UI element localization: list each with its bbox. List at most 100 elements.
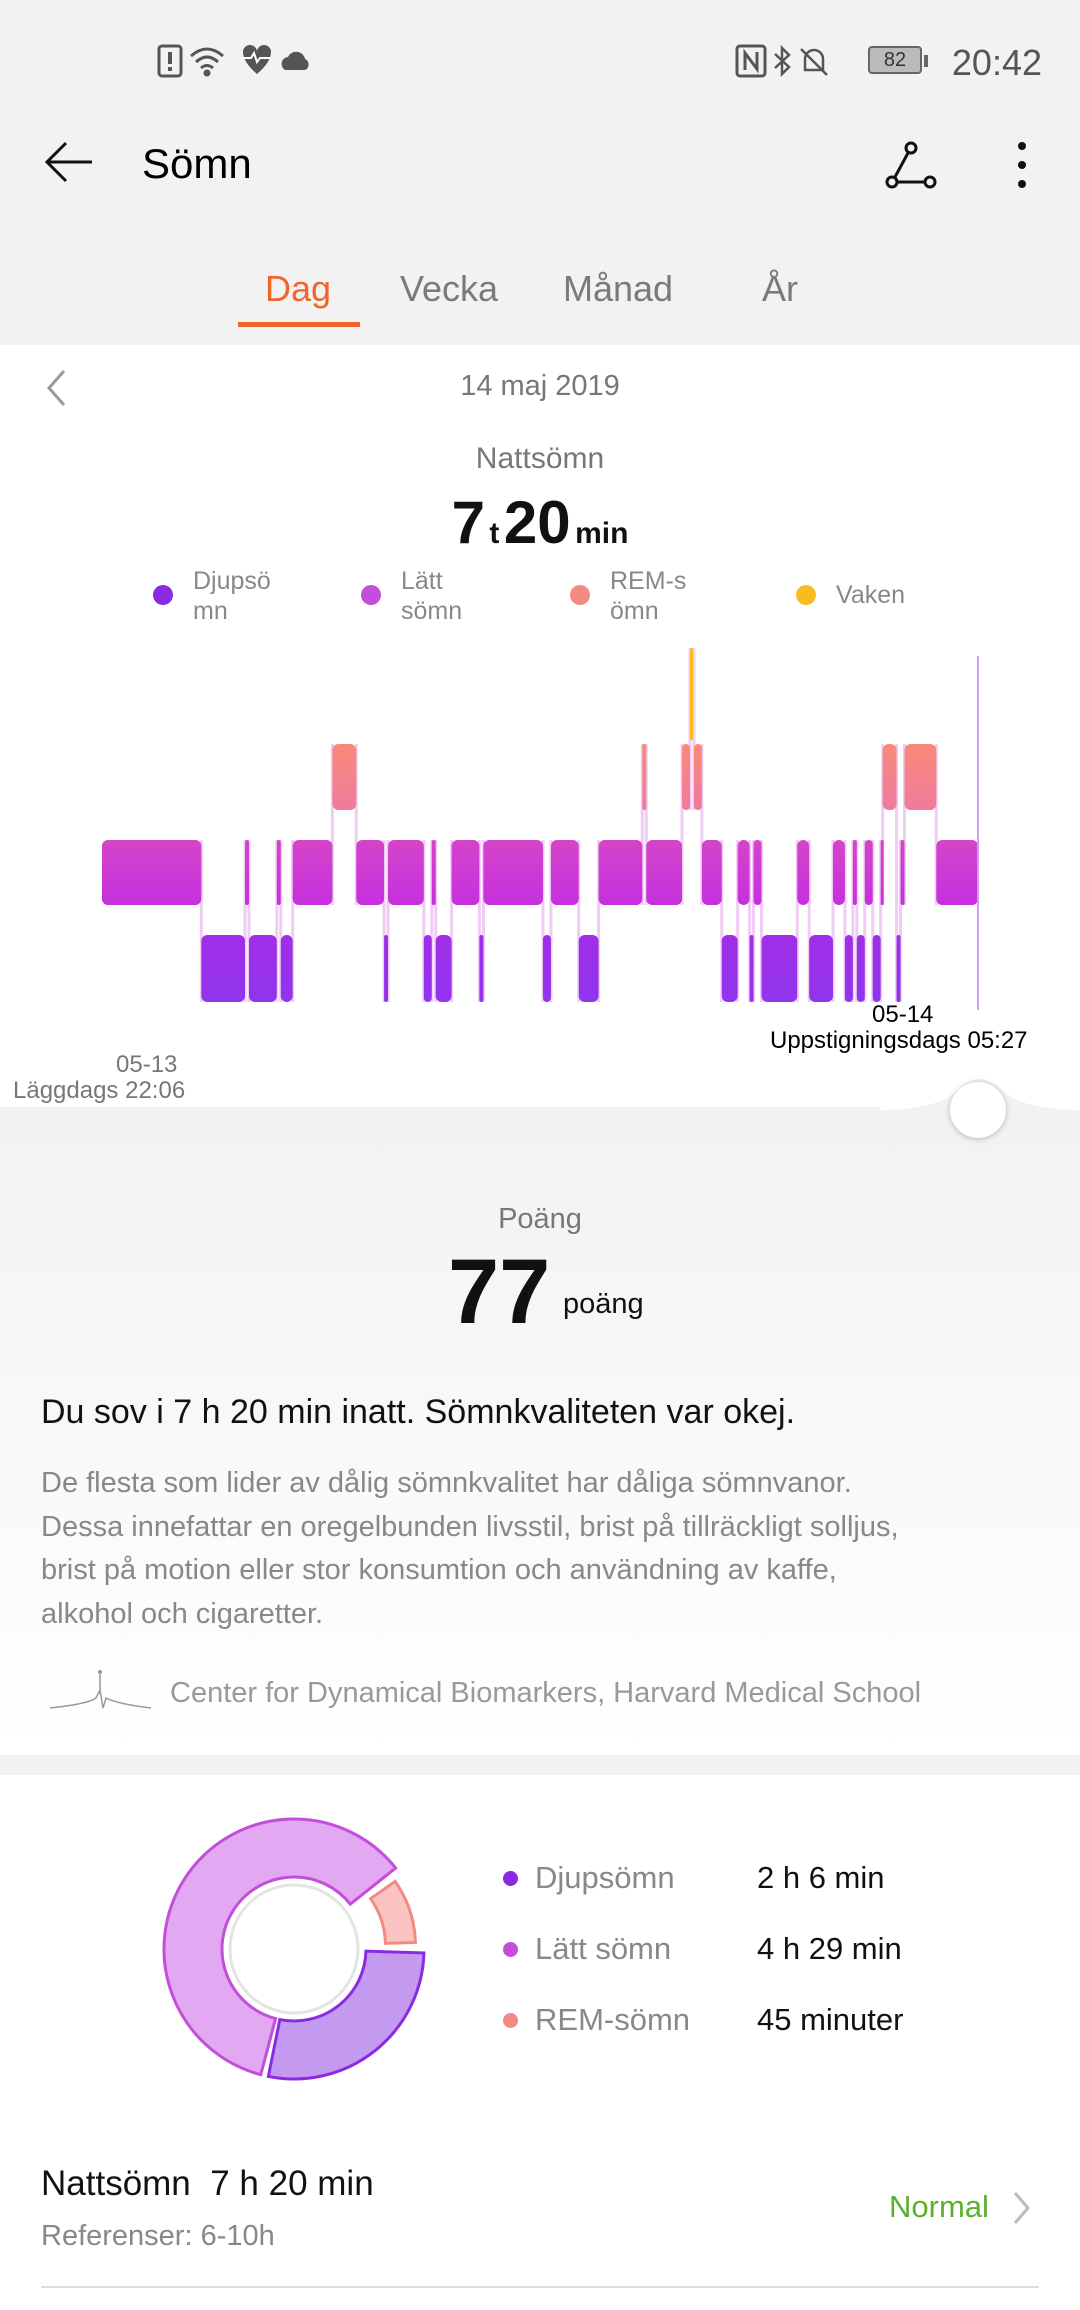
dot-rem xyxy=(503,2013,518,2028)
score-value: 77 xyxy=(448,1241,551,1343)
stage-transition xyxy=(430,840,434,1002)
score-section xyxy=(0,1110,1080,1755)
sleep-segment-light xyxy=(245,840,249,905)
stage-transition xyxy=(354,744,358,905)
nfc-icon xyxy=(735,44,767,78)
reference-range: Referenser: 6-10h xyxy=(41,2220,275,2252)
status-normal: Normal xyxy=(889,2189,989,2224)
sleep-segment-light xyxy=(646,840,683,905)
stage-transition xyxy=(644,744,648,905)
source-credit: Center for Dynamical Biomarkers, Harvard… xyxy=(170,1677,922,1709)
period-tabs: Dag Vecka Månad År xyxy=(0,260,1080,340)
tab-indicator xyxy=(238,322,360,327)
donut-center xyxy=(228,1883,360,2015)
sleep-segment-light xyxy=(880,840,884,905)
dot-light xyxy=(503,1942,518,1957)
previous-day-button[interactable] xyxy=(44,368,68,408)
night-sleep-summary: Nattsömn 7 h 20 min xyxy=(41,2164,374,2203)
sleep-segment-light xyxy=(451,840,480,905)
status-bar: 82 20:42 xyxy=(0,0,1080,120)
night-sleep-row[interactable]: Nattsömn 7 h 20 min Referenser: 6-10h No… xyxy=(0,2140,1080,2280)
light-value: 4 h 29 min xyxy=(757,1931,902,1966)
sim-alert-icon xyxy=(157,44,183,78)
stage-transition xyxy=(831,840,835,1002)
sleep-segment-deep xyxy=(721,935,738,1002)
sleep-segment-rem xyxy=(682,744,690,810)
stage-transition xyxy=(279,840,283,1002)
score-label: Poäng xyxy=(498,1203,582,1235)
tab-manad[interactable]: Månad xyxy=(563,268,674,309)
sleep-segment-light xyxy=(852,840,857,905)
stage-transition xyxy=(541,840,545,1002)
status-right-icons xyxy=(735,44,828,78)
legend-dot-deep xyxy=(153,585,173,605)
cloud-icon xyxy=(281,51,309,70)
hypnogram-chart[interactable] xyxy=(0,640,1080,1010)
sleep-donut-chart xyxy=(162,1817,426,2081)
stage-transition xyxy=(382,840,386,1002)
stage-transition xyxy=(736,840,740,1002)
legend-deep: Djupsömn xyxy=(193,567,271,625)
sleep-segment-deep xyxy=(856,935,865,1002)
sleep-segment-deep xyxy=(844,935,853,1002)
rem-label: REM-sömn xyxy=(535,2002,691,2037)
stage-transition xyxy=(903,744,907,905)
stage-transition xyxy=(700,744,704,905)
stage-transition xyxy=(748,840,752,1002)
stage-transition xyxy=(895,744,899,1002)
health-heart-icon xyxy=(243,45,271,74)
sleep-segment-rem xyxy=(882,744,897,810)
stage-transition xyxy=(759,840,763,1002)
sleep-segment-light xyxy=(483,840,543,905)
start-date: 05-13 xyxy=(116,1051,178,1078)
stage-transition xyxy=(577,840,581,1002)
stage-transition xyxy=(640,744,644,905)
sleep-segment-deep xyxy=(280,935,293,1002)
minutes: 20 xyxy=(503,489,571,556)
legend-light: Lätt sömn xyxy=(401,567,463,625)
donut-slice-rem xyxy=(368,1879,417,1945)
stage-transition xyxy=(879,840,883,1002)
sleep-segment-light xyxy=(737,840,750,905)
hours: 7 xyxy=(451,489,485,556)
tab-vecka[interactable]: Vecka xyxy=(400,268,499,309)
stage-transition xyxy=(934,744,938,905)
sleep-segment-light xyxy=(832,840,845,905)
status-left-icons xyxy=(157,44,309,78)
stage-transition xyxy=(434,840,438,1002)
more-button[interactable] xyxy=(1012,140,1032,190)
sleep-segment-light xyxy=(276,840,281,905)
clock: 20:42 xyxy=(951,42,1042,83)
start-time: Läggdags 22:06 xyxy=(13,1077,186,1104)
battery-tip xyxy=(924,55,928,67)
sleep-segment-deep xyxy=(384,935,389,1002)
stage-transition xyxy=(720,840,724,1002)
sleep-segment-deep xyxy=(896,935,901,1002)
stage-transition xyxy=(597,840,601,1002)
night-sleep-total: 7 t 20 min xyxy=(0,488,1080,557)
share-button[interactable] xyxy=(885,140,939,190)
stage-transition xyxy=(795,840,799,1002)
dot-deep xyxy=(503,1871,518,1886)
legend-dot-rem xyxy=(570,585,590,605)
tab-ar[interactable]: År xyxy=(762,268,798,309)
tab-dag[interactable]: Dag xyxy=(265,268,332,309)
end-time: Uppstigningsdags 05:27 xyxy=(770,1027,1028,1054)
sleep-segment-awake xyxy=(689,648,693,740)
sleep-segment-deep xyxy=(749,935,754,1002)
page-title: Sömn xyxy=(142,140,252,187)
sleep-segment-light xyxy=(753,840,762,905)
legend-dot-awake xyxy=(796,585,816,605)
divider xyxy=(41,2286,1039,2288)
end-date: 05-14 xyxy=(872,1001,934,1028)
timeline-slider-handle[interactable] xyxy=(950,1082,1006,1138)
back-button[interactable] xyxy=(44,140,94,184)
hours-unit: t xyxy=(489,517,500,550)
breakdown-section xyxy=(0,1775,1080,2310)
stage-transition xyxy=(330,744,334,905)
card-edge xyxy=(0,1107,880,1111)
sleep-segment-rem xyxy=(904,744,937,810)
sleep-segment-deep xyxy=(761,935,798,1002)
sleep-segment-light xyxy=(550,840,579,905)
sleep-segment-light xyxy=(388,840,424,905)
